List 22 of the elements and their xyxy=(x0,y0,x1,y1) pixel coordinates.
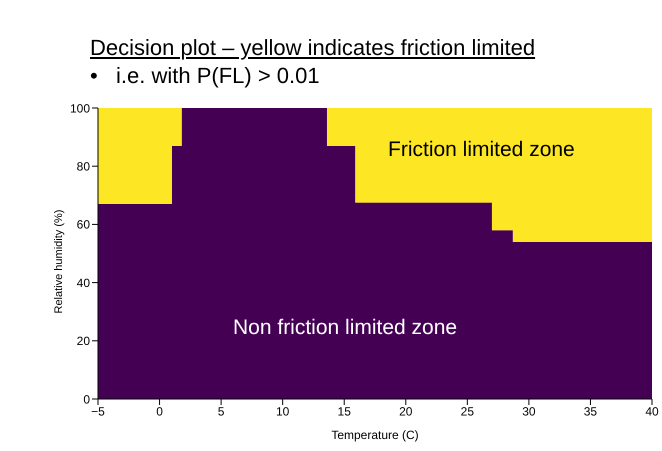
x-tick-label: 40 xyxy=(645,404,659,419)
x-tick-label: 25 xyxy=(460,404,474,419)
x-tick-label: 15 xyxy=(338,404,352,419)
y-tick-label: 100 xyxy=(70,101,90,116)
x-tick-label: 35 xyxy=(584,404,598,419)
x-tick-label: 10 xyxy=(276,404,290,419)
x-axis-title: Temperature (C) xyxy=(331,428,419,442)
chart-title: Decision plot – yellow indicates friction limited xyxy=(90,35,536,61)
y-tick-label: 40 xyxy=(76,276,90,290)
x-tick-label: −5 xyxy=(91,404,106,419)
x-tick-label: 0 xyxy=(156,404,164,419)
y-tick-label: 0 xyxy=(83,392,90,406)
x-tick-label: 5 xyxy=(218,404,225,419)
chart-subtitle: • i.e. with P(FL) > 0.01 xyxy=(90,63,320,89)
y-tick-label: 20 xyxy=(76,334,90,348)
x-tick-label: 30 xyxy=(522,404,536,419)
annotation: Non friction limited zone xyxy=(233,316,458,340)
y-tick-label: 60 xyxy=(76,218,90,232)
y-axis-title: Relative humidity (%) xyxy=(52,210,65,314)
x-tick-label: 20 xyxy=(399,404,413,419)
annotation: Friction limited zone xyxy=(388,138,575,162)
y-tick-label: 80 xyxy=(76,159,90,174)
